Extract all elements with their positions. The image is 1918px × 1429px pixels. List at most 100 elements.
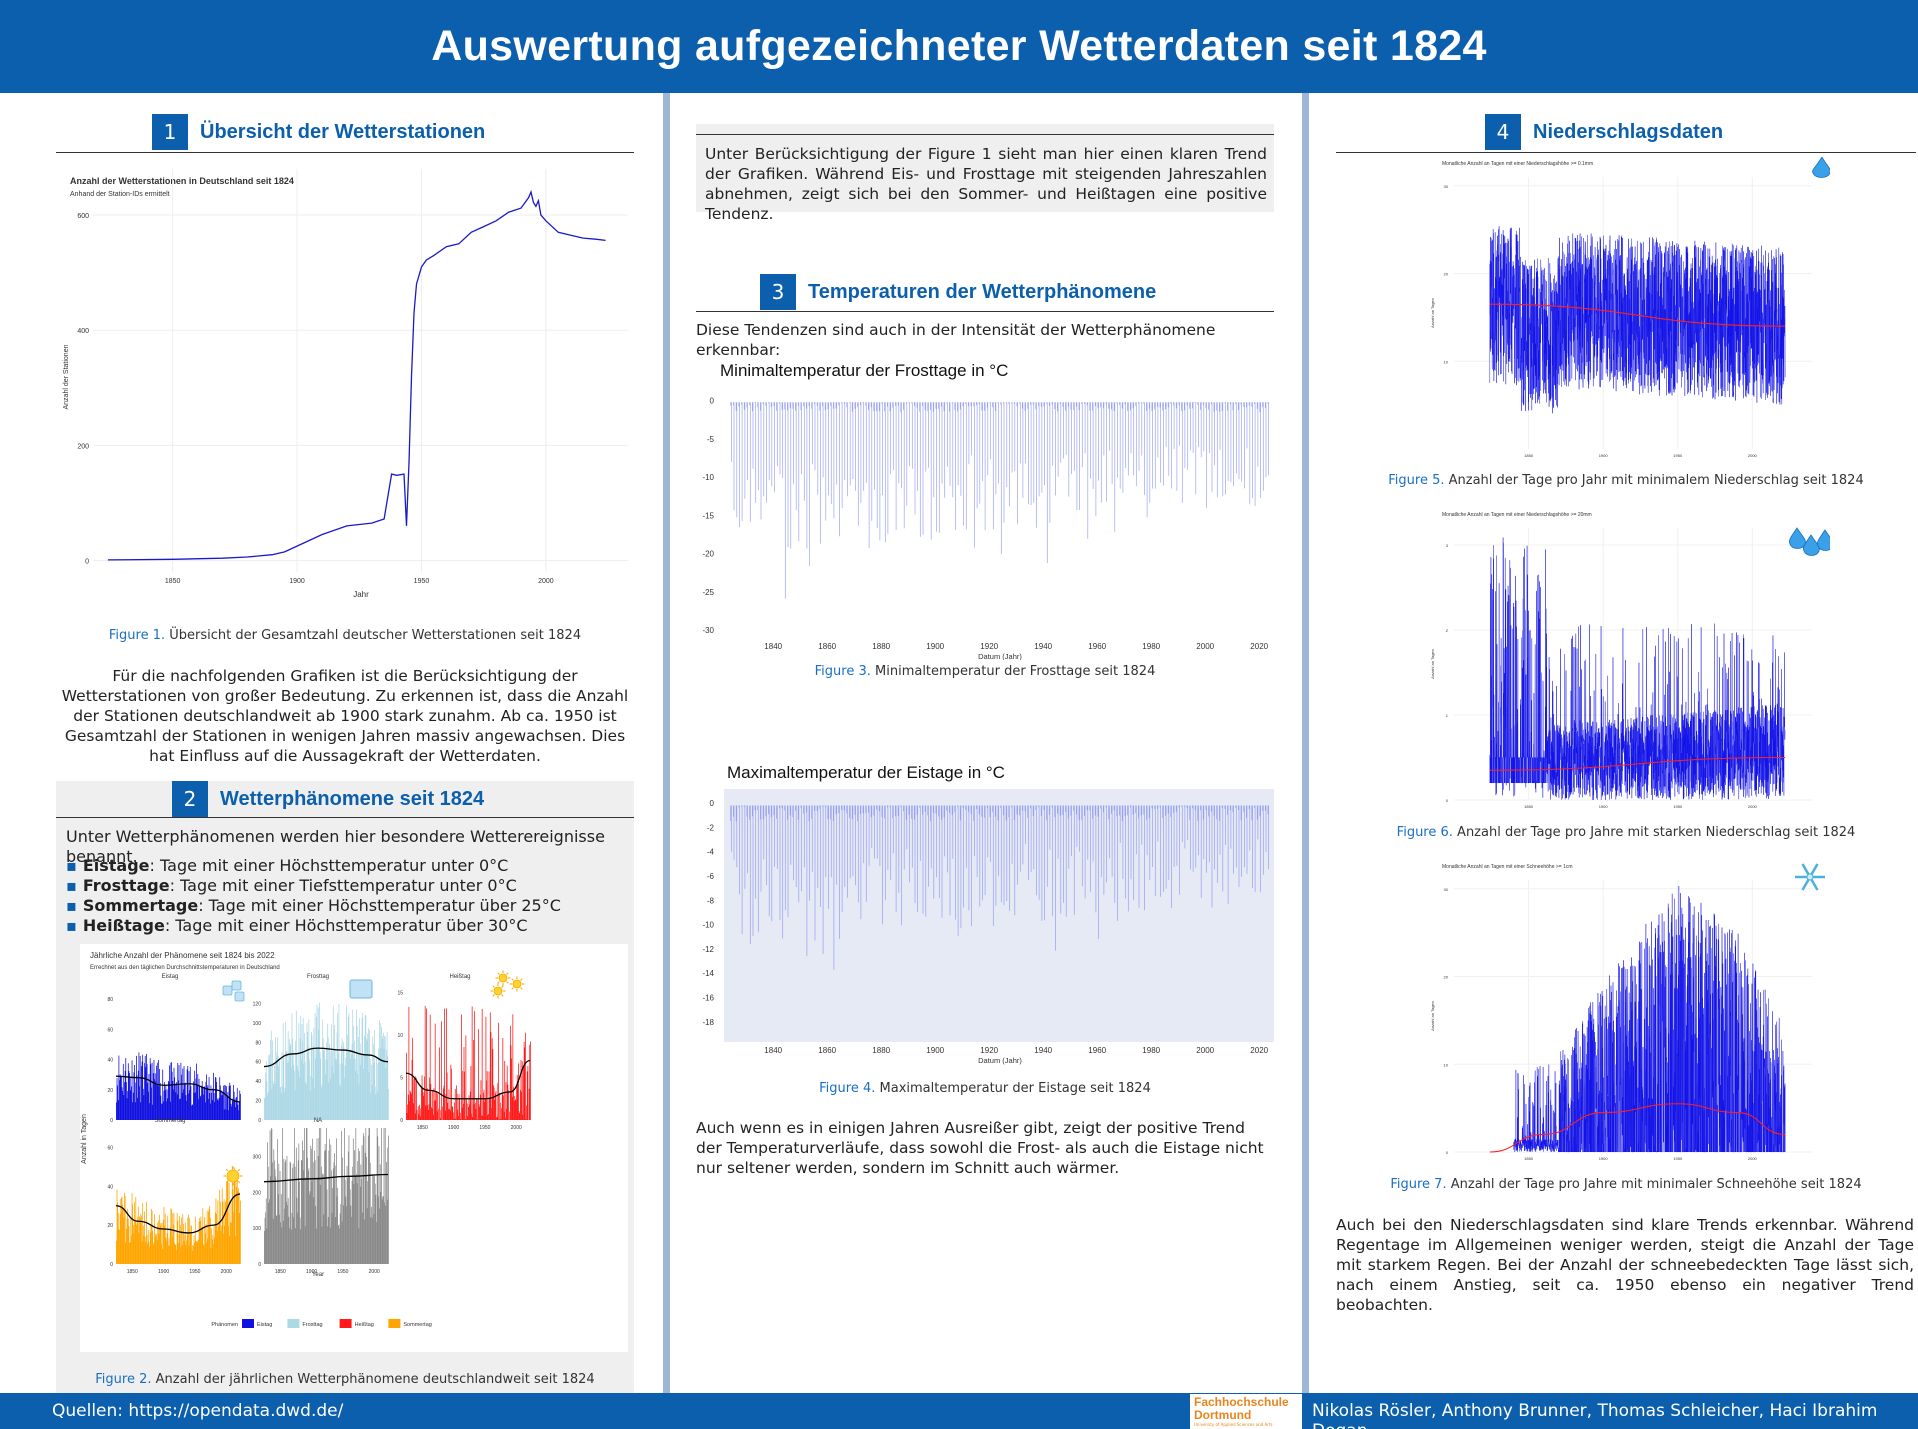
axis-label: Datum (Jahr) (978, 652, 1022, 660)
bar (322, 1174, 324, 1264)
bar (292, 1050, 294, 1120)
bar (349, 1050, 350, 1120)
bar (466, 1099, 467, 1120)
bar (272, 1162, 273, 1264)
bar (350, 1049, 352, 1120)
bar (379, 1208, 380, 1264)
bar (240, 1200, 241, 1264)
bar (269, 1054, 270, 1120)
bar (368, 1072, 370, 1120)
section-number: 2 (172, 781, 208, 817)
bar (435, 1100, 437, 1120)
bar (265, 1198, 267, 1264)
bar (274, 1169, 276, 1264)
bar (268, 1202, 270, 1264)
bar (344, 1179, 346, 1264)
bar (183, 1089, 184, 1120)
bar (215, 1077, 217, 1120)
bar (445, 1094, 447, 1120)
bar (198, 1078, 200, 1120)
tick-label: 2000 (1196, 1046, 1214, 1055)
bar (216, 1099, 218, 1120)
bar (178, 1243, 179, 1264)
bar (184, 1083, 186, 1120)
bar (371, 1206, 372, 1264)
bar (135, 1197, 137, 1264)
tick-label: 1850 (417, 1125, 428, 1131)
bar (233, 1084, 234, 1120)
bar (157, 1222, 159, 1264)
bar (287, 1062, 288, 1120)
bar (204, 1217, 206, 1264)
bar (386, 1049, 387, 1120)
bar (264, 1217, 266, 1264)
bar (509, 1025, 511, 1120)
bar (449, 1110, 451, 1120)
bar (385, 1067, 387, 1120)
bar (523, 1067, 524, 1120)
bar (382, 1196, 384, 1264)
column-divider-right (1302, 93, 1309, 1393)
bar (357, 1161, 359, 1264)
bar (524, 1047, 526, 1120)
tick-label: 20 (1444, 272, 1449, 277)
sources-link[interactable]: Quellen: https://opendata.dwd.de/ (52, 1401, 344, 1421)
bar (474, 1011, 476, 1120)
bar (194, 1092, 196, 1120)
bar (192, 1244, 194, 1264)
bar (351, 1043, 353, 1120)
bar (326, 1128, 327, 1264)
bar (297, 1212, 298, 1264)
bar (217, 1098, 219, 1120)
bar (374, 1183, 376, 1264)
bar (126, 1228, 127, 1264)
tick-label: 1950 (189, 1269, 200, 1275)
caption-text: Übersicht der Gesamtzahl deutscher Wette… (169, 628, 582, 643)
bar (332, 1005, 334, 1120)
bar (176, 1213, 178, 1264)
tick-label: 1880 (872, 642, 890, 651)
bar (335, 1059, 337, 1120)
bar (131, 1235, 132, 1264)
bar (230, 1202, 232, 1264)
bar (505, 1082, 507, 1120)
snowflake-icon (1806, 873, 1814, 881)
bar (307, 1171, 309, 1264)
bar (301, 1160, 303, 1264)
panel-title: Eistag (162, 974, 179, 980)
bar (367, 1181, 369, 1264)
bar (317, 1007, 319, 1120)
bar (514, 1095, 516, 1120)
bar (430, 1083, 432, 1120)
tick-label: 2000 (1196, 642, 1214, 651)
bar (276, 1052, 278, 1120)
bar (218, 1097, 220, 1120)
bar (483, 1089, 485, 1120)
bar (484, 1102, 486, 1120)
axis-label: Datum (Jahr) (978, 1056, 1022, 1065)
bar (297, 1160, 299, 1264)
bar (147, 1229, 149, 1264)
bar (376, 1092, 378, 1120)
bar (356, 1009, 357, 1120)
bar (359, 1018, 360, 1120)
bar (363, 1136, 365, 1264)
bar (220, 1230, 222, 1264)
bar (206, 1242, 207, 1264)
bar (183, 1223, 184, 1264)
bar (432, 1090, 434, 1120)
bar (222, 1201, 224, 1264)
tick-label: 1950 (1673, 453, 1683, 457)
bar (486, 1080, 487, 1120)
caption-text: Anzahl der Tage pro Jahre mit minimaler … (1450, 1177, 1862, 1192)
bar (135, 1082, 137, 1120)
bar (406, 1112, 408, 1120)
bar (143, 1095, 145, 1120)
bar (352, 1138, 354, 1264)
bar (347, 1017, 349, 1120)
bar (140, 1213, 142, 1264)
bar (338, 1224, 340, 1264)
bar (231, 1106, 232, 1120)
bar (289, 1039, 290, 1120)
tick-label: 0 (110, 1262, 113, 1268)
